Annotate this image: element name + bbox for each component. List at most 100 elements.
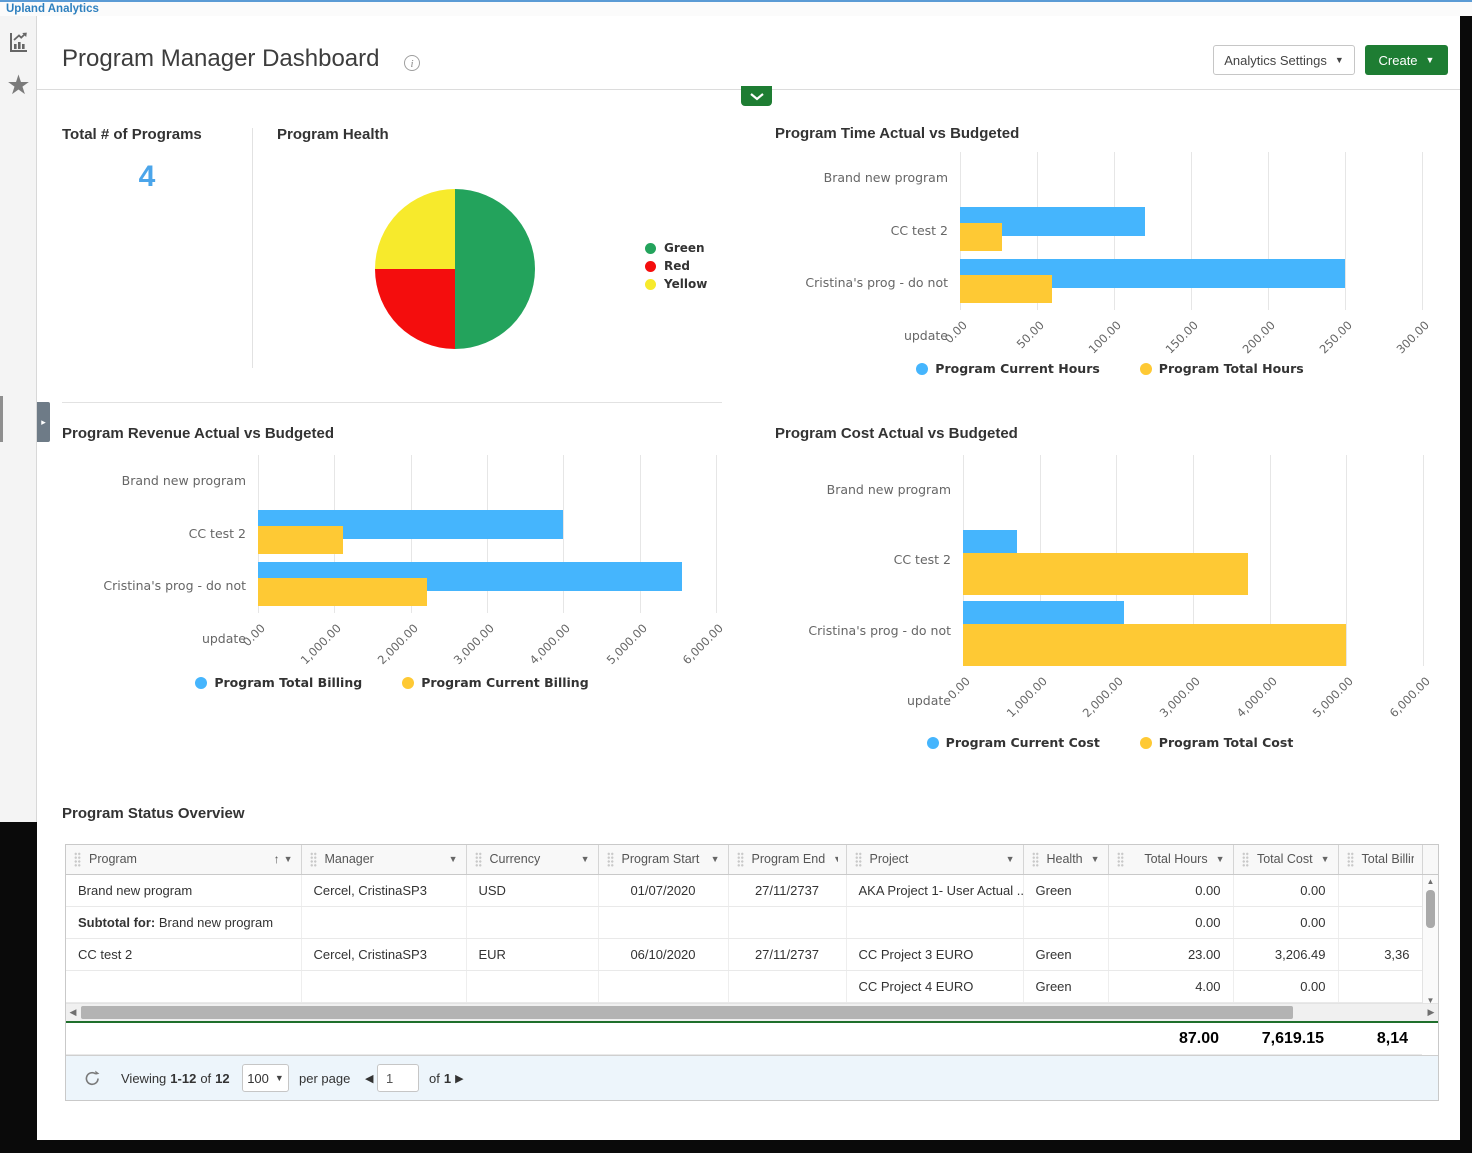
legend-item[interactable]: Program Total Hours [1139, 361, 1304, 376]
page-number-input[interactable] [377, 1064, 419, 1092]
bar-group [963, 596, 1423, 666]
favorites-star-icon[interactable]: ★ [6, 70, 31, 100]
sort-asc-icon[interactable]: ↑ [273, 852, 280, 867]
legend-dot [1139, 362, 1152, 375]
x-axis-tick-label: 50.00 [1013, 318, 1047, 352]
column-header-total-cost[interactable]: Total Cost ▼ [1233, 845, 1339, 875]
column-drag-handle[interactable] [736, 851, 744, 867]
column-header-total-hours[interactable]: Total Hours ▼ [1108, 845, 1234, 875]
column-drag-handle[interactable] [1241, 851, 1249, 867]
bar-group [960, 257, 1422, 310]
column-menu-icon[interactable]: ▼ [580, 853, 590, 864]
column-header-program-end[interactable]: Program End ▼ [728, 845, 847, 875]
scroll-down-icon[interactable]: ▼ [1426, 995, 1435, 1005]
pie-legend-item[interactable]: Yellow [645, 275, 707, 293]
table-row[interactable]: CC Project 4 EURO Green 4.00 0.00 [66, 970, 1423, 1003]
vertical-scrollbar[interactable]: ▲ ▼ [1422, 874, 1438, 1007]
vertical-scrollbar-thumb[interactable] [1426, 889, 1435, 928]
bar-series1[interactable] [963, 530, 1018, 554]
legend-item[interactable]: Program Total Cost [1139, 735, 1293, 750]
column-menu-icon[interactable]: ▼ [1320, 853, 1330, 864]
kpi-title: Total # of Programs [62, 126, 202, 143]
dashboard-collapse-tab[interactable] [741, 86, 772, 106]
column-menu-icon[interactable]: ▼ [710, 853, 720, 864]
gridline [639, 455, 641, 613]
legend-dot [1139, 736, 1152, 749]
column-drag-handle[interactable] [606, 851, 614, 867]
cell-program-start: 01/07/2020 [598, 874, 729, 907]
program-status-table: Program ↑ ▼ Manager ▼ Currency ▼ Program Start ▼… [65, 844, 1439, 1101]
info-icon[interactable]: i [404, 55, 420, 71]
per-page-label: per page [299, 1070, 351, 1086]
legend-item[interactable]: Program Current Hours [916, 361, 1100, 376]
column-header-health[interactable]: Health ▼ [1023, 845, 1109, 875]
legend-item[interactable]: Program Total Billing [195, 675, 362, 690]
column-header-currency[interactable]: Currency ▼ [466, 845, 599, 875]
bar-series2[interactable] [960, 275, 1053, 304]
brand-link[interactable]: Upland Analytics [6, 3, 99, 15]
bar-series2[interactable] [258, 525, 343, 554]
next-page-icon[interactable]: ▶ [455, 1072, 464, 1085]
column-menu-icon[interactable]: ▼ [1215, 853, 1225, 864]
table-row[interactable]: CC test 2 Cercel, CristinaSP3 EUR 06/10/202… [66, 938, 1423, 971]
category-label: Brand new program [823, 170, 948, 185]
cell-manager: Cercel, CristinaSP3 [301, 938, 467, 971]
panel-expander-tab[interactable]: ▸ [37, 402, 50, 442]
gridline [1423, 455, 1424, 666]
legend-dot [645, 260, 656, 272]
column-drag-handle[interactable] [1031, 851, 1039, 867]
sidebar-scroll-indicator[interactable] [0, 396, 3, 442]
bar-series2[interactable] [960, 222, 1002, 251]
column-drag-handle[interactable] [1346, 851, 1354, 867]
bar-series1[interactable] [963, 600, 1124, 624]
per-page-select[interactable]: 100 ▼ [242, 1064, 289, 1092]
pie-legend-item[interactable]: Red [645, 257, 707, 275]
column-drag-handle[interactable] [74, 851, 81, 867]
bar-group [258, 455, 716, 508]
scroll-up-icon[interactable]: ▲ [1426, 876, 1435, 886]
cell-program: Brand new program [66, 874, 302, 907]
scroll-right-icon[interactable]: ▶ [1427, 1007, 1435, 1017]
category-label: Brand new program [121, 473, 246, 488]
column-menu-icon[interactable]: ▼ [448, 853, 458, 864]
column-header-project[interactable]: Project ▼ [846, 845, 1024, 875]
legend-dot [645, 278, 656, 290]
column-drag-handle[interactable] [309, 851, 317, 867]
gridline [1269, 455, 1271, 666]
horizontal-scrollbar-thumb[interactable] [81, 1006, 1293, 1019]
cell-program-end [728, 906, 847, 939]
column-drag-handle[interactable] [1116, 851, 1124, 867]
table-row[interactable]: Subtotal for: Brand new program 0.00 0.00 [66, 906, 1423, 939]
bar-series2[interactable] [963, 623, 1347, 666]
column-menu-icon[interactable]: ▼ [283, 853, 293, 864]
legend-label: Program Total Hours [1158, 361, 1304, 376]
table-row[interactable]: Brand new program Cercel, CristinaSP3 USD 0… [66, 874, 1423, 907]
legend-item[interactable]: Program Current Billing [402, 675, 589, 690]
column-menu-icon[interactable]: ▼ [1005, 853, 1015, 864]
column-header-program-start[interactable]: Program Start ▼ [598, 845, 729, 875]
scroll-left-icon[interactable]: ◀ [69, 1007, 77, 1017]
column-drag-handle[interactable] [474, 851, 482, 867]
column-menu-icon[interactable]: ▼ [1090, 853, 1100, 864]
prev-page-icon[interactable]: ◀ [365, 1072, 374, 1085]
program-health-pie[interactable] [375, 189, 535, 349]
bar-series2[interactable] [963, 553, 1249, 596]
legend-item[interactable]: Program Current Cost [926, 735, 1100, 750]
row-divider [62, 402, 722, 403]
viewing-status: Viewing 1-12 of 12 [121, 1070, 230, 1086]
column-header-manager[interactable]: Manager ▼ [301, 845, 467, 875]
column-drag-handle[interactable] [854, 851, 862, 867]
cell-program-end: 27/11/2737 [728, 874, 847, 907]
column-header-program[interactable]: Program ↑ ▼ [66, 845, 302, 875]
bar-series2[interactable] [258, 578, 428, 607]
create-button[interactable]: Create ▼ [1365, 45, 1448, 75]
analytics-icon[interactable] [0, 30, 37, 60]
pie-legend-item[interactable]: Green [645, 239, 707, 257]
analytics-settings-button[interactable]: Analytics Settings ▼ [1213, 45, 1355, 75]
cell-currency: EUR [466, 938, 599, 971]
cell-program-start: 06/10/2020 [598, 938, 729, 971]
refresh-icon[interactable] [83, 1056, 102, 1100]
column-header-total-billin[interactable]: Total Billin▼ [1338, 845, 1423, 875]
column-menu-icon[interactable]: ▼ [833, 854, 837, 864]
horizontal-scrollbar[interactable]: ◀ ▶ [66, 1003, 1438, 1021]
